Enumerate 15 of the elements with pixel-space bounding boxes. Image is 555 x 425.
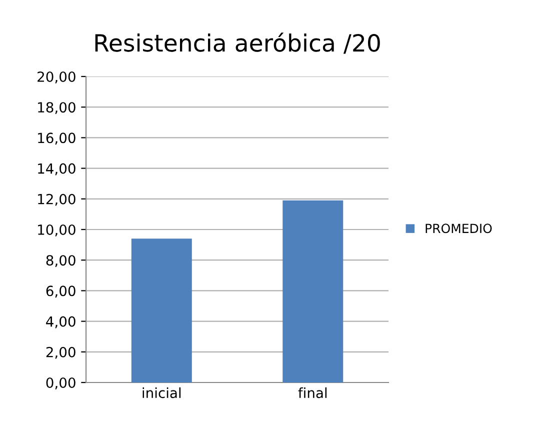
x-tick-label: final xyxy=(298,387,327,398)
y-tick-label: 16,00 xyxy=(38,132,76,145)
chart-title: Resistencia aeróbica /20 xyxy=(95,32,380,54)
y-tick-label: 12,00 xyxy=(38,194,76,206)
y-tick-label: 14,00 xyxy=(38,163,76,176)
y-tick-label: 2,00 xyxy=(46,346,76,359)
y-tick-label: 10,00 xyxy=(38,224,76,236)
y-tick-label: 0,00 xyxy=(46,377,76,390)
y-tick-label: 6,00 xyxy=(46,286,76,298)
x-tick-label: inicial xyxy=(142,387,181,398)
y-tick-label: 20,00 xyxy=(38,71,76,84)
y-tick-label: 4,00 xyxy=(46,316,76,328)
legend-label: PROMEDIO xyxy=(426,224,492,234)
y-tick-label: 18,00 xyxy=(38,102,76,114)
y-tick-label: 8,00 xyxy=(46,255,76,267)
